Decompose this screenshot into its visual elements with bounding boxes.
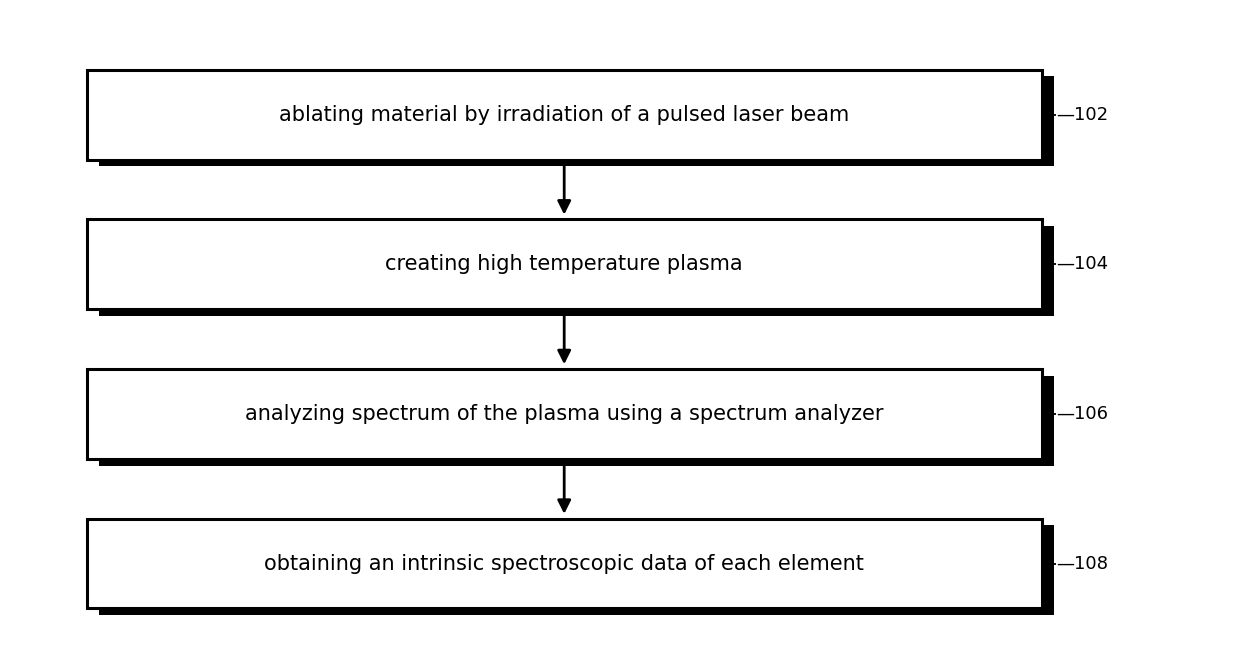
Bar [99,376,1054,466]
Bar [87,519,1042,608]
Text: —106: —106 [1056,405,1109,423]
Text: —102: —102 [1056,106,1109,124]
Text: obtaining an intrinsic spectroscopic data of each element: obtaining an intrinsic spectroscopic dat… [264,553,864,574]
Bar [87,219,1042,309]
Text: ablating material by irradiation of a pulsed laser beam: ablating material by irradiation of a pu… [279,104,849,125]
Text: analyzing spectrum of the plasma using a spectrum analyzer: analyzing spectrum of the plasma using a… [246,404,883,424]
Bar [87,369,1042,459]
Bar [99,226,1054,316]
Bar [99,76,1054,166]
Text: —104: —104 [1056,255,1109,273]
Bar [99,525,1054,615]
Text: creating high temperature plasma: creating high temperature plasma [386,254,743,275]
Bar [87,70,1042,160]
Text: —108: —108 [1056,555,1109,573]
